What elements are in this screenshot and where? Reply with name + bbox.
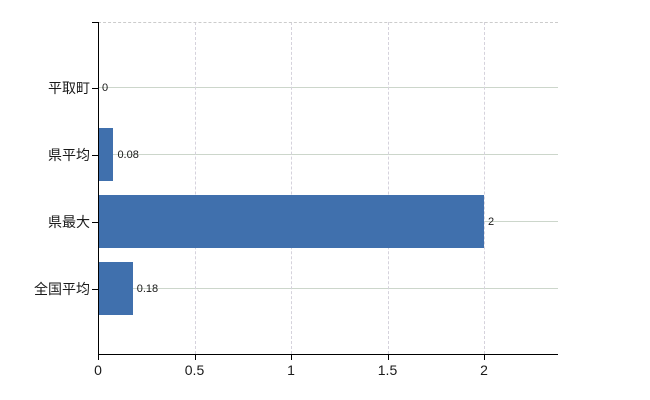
plot-top-border	[98, 22, 558, 23]
y-axis-line	[98, 22, 99, 355]
y-axis-tick	[92, 87, 98, 89]
x-tick-label: 0.5	[184, 361, 205, 378]
gridline-vertical	[291, 22, 292, 354]
category-label: 全国平均	[34, 280, 90, 297]
gridline-horizontal	[98, 87, 558, 88]
bar-value-label: 0.08	[117, 148, 139, 161]
bar-value-label: 0	[102, 81, 109, 94]
x-axis-tick	[291, 354, 292, 360]
x-axis-tick	[98, 354, 99, 360]
category-label: 県平均	[48, 146, 90, 163]
gridline-vertical	[387, 22, 389, 354]
y-axis-tick	[92, 22, 98, 23]
bar	[98, 262, 133, 315]
x-axis-tick	[484, 354, 485, 360]
x-axis-tick	[387, 354, 389, 360]
bar	[98, 195, 484, 248]
x-tick-label: 1	[287, 361, 295, 378]
x-axis-tick	[194, 354, 196, 360]
y-axis-tick	[92, 154, 98, 156]
x-tick-label: 2	[480, 361, 488, 378]
category-label: 平取町	[48, 79, 90, 96]
y-axis-tick	[92, 221, 98, 223]
bar-value-label: 2	[488, 215, 495, 228]
gridline-horizontal	[98, 154, 558, 155]
x-tick-label: 0	[94, 361, 102, 378]
gridline-horizontal	[98, 288, 558, 289]
y-axis-tick	[92, 288, 98, 290]
x-tick-label: 1.5	[377, 361, 398, 378]
bar	[98, 128, 114, 181]
gridline-vertical	[194, 22, 196, 354]
bar-value-label: 0.18	[136, 282, 159, 295]
category-label: 県最大	[48, 213, 90, 230]
gridline-vertical	[484, 22, 485, 354]
x-axis-line	[98, 353, 558, 355]
